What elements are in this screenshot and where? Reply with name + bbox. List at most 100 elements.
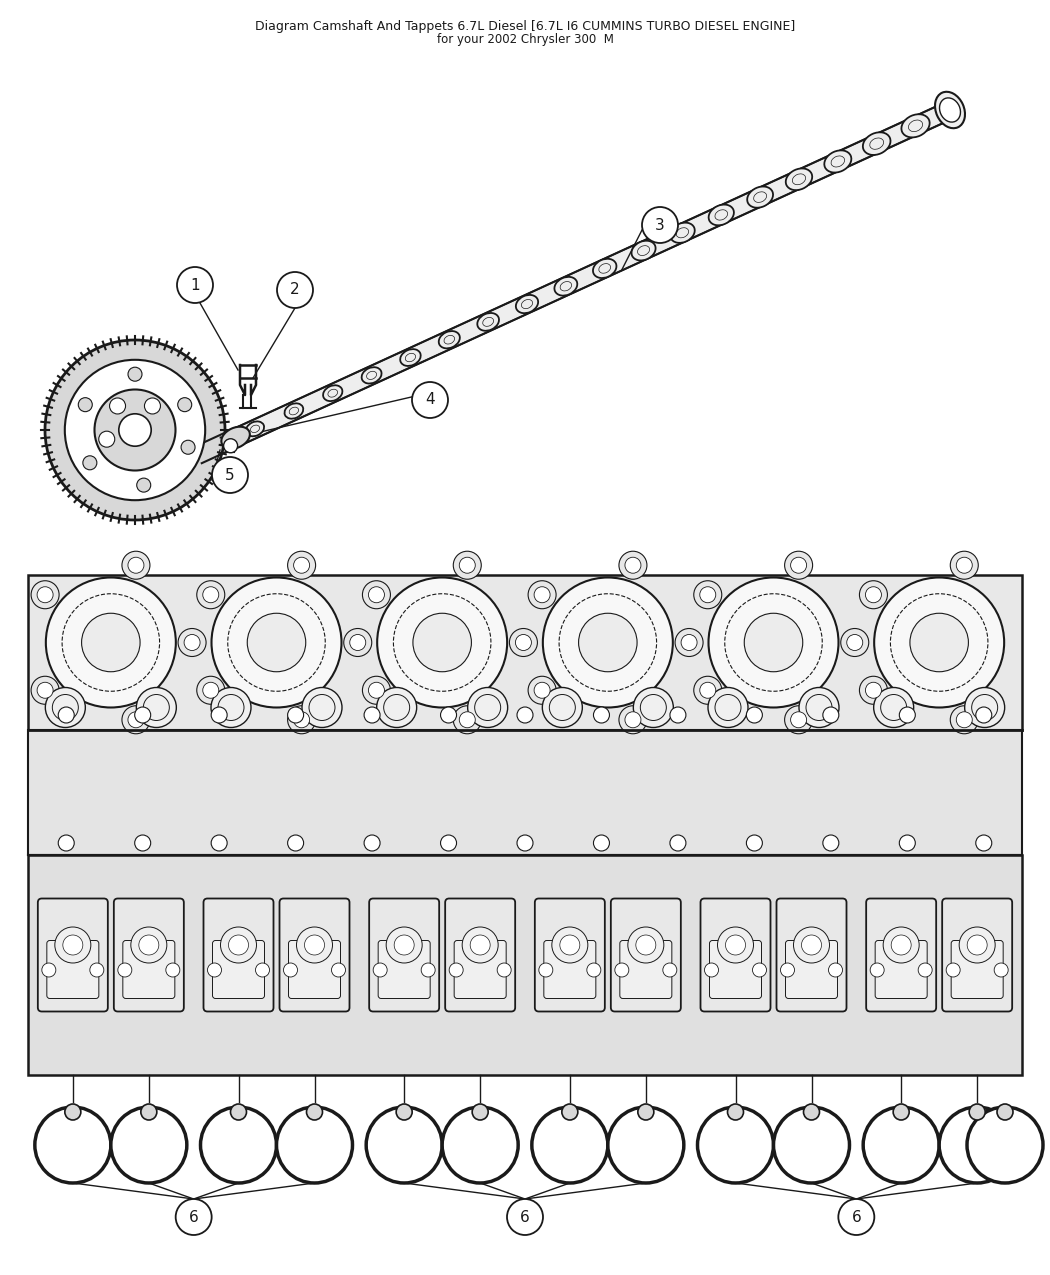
Circle shape xyxy=(532,1107,608,1183)
Circle shape xyxy=(663,963,677,977)
Circle shape xyxy=(255,963,270,977)
Circle shape xyxy=(441,708,457,723)
Circle shape xyxy=(454,551,481,579)
Circle shape xyxy=(65,1104,81,1119)
Text: 6: 6 xyxy=(520,1210,530,1224)
Circle shape xyxy=(516,635,531,650)
Circle shape xyxy=(212,456,248,493)
Circle shape xyxy=(587,963,601,977)
Circle shape xyxy=(366,1107,442,1183)
Circle shape xyxy=(442,1107,518,1183)
Circle shape xyxy=(58,835,75,850)
Text: 6: 6 xyxy=(852,1210,861,1224)
Circle shape xyxy=(203,682,218,699)
Circle shape xyxy=(394,594,491,691)
Circle shape xyxy=(52,695,79,720)
Circle shape xyxy=(128,711,144,728)
Circle shape xyxy=(218,695,244,720)
Circle shape xyxy=(111,1107,187,1183)
Circle shape xyxy=(497,963,511,977)
Circle shape xyxy=(728,1104,743,1119)
Circle shape xyxy=(543,687,583,728)
Circle shape xyxy=(377,687,417,728)
Text: for your 2002 Chrysler 300  M: for your 2002 Chrysler 300 M xyxy=(437,33,613,46)
Circle shape xyxy=(552,927,588,963)
Circle shape xyxy=(534,586,550,603)
Ellipse shape xyxy=(483,317,493,326)
Circle shape xyxy=(637,1104,654,1119)
Ellipse shape xyxy=(328,389,337,397)
Circle shape xyxy=(302,687,342,728)
Circle shape xyxy=(136,478,151,492)
Circle shape xyxy=(332,963,345,977)
Circle shape xyxy=(131,927,167,963)
Circle shape xyxy=(122,551,150,579)
Ellipse shape xyxy=(554,277,578,296)
Circle shape xyxy=(35,1107,111,1183)
Ellipse shape xyxy=(439,332,460,348)
Circle shape xyxy=(994,963,1008,977)
Circle shape xyxy=(560,935,580,955)
Circle shape xyxy=(284,963,297,977)
Circle shape xyxy=(870,963,884,977)
Circle shape xyxy=(350,635,365,650)
Circle shape xyxy=(838,1198,875,1235)
Circle shape xyxy=(122,706,150,734)
FancyBboxPatch shape xyxy=(212,941,265,998)
Circle shape xyxy=(539,963,553,977)
Circle shape xyxy=(910,613,968,672)
Circle shape xyxy=(694,676,721,704)
Circle shape xyxy=(744,613,803,672)
Circle shape xyxy=(642,207,678,244)
Circle shape xyxy=(875,578,1004,708)
Circle shape xyxy=(699,682,716,699)
Circle shape xyxy=(184,635,201,650)
Circle shape xyxy=(559,594,656,691)
Circle shape xyxy=(128,367,142,381)
Circle shape xyxy=(362,676,391,704)
Circle shape xyxy=(747,835,762,850)
Circle shape xyxy=(396,1104,413,1119)
Circle shape xyxy=(860,676,887,704)
Circle shape xyxy=(220,927,256,963)
Circle shape xyxy=(294,557,310,574)
Circle shape xyxy=(717,927,754,963)
Circle shape xyxy=(615,963,629,977)
Ellipse shape xyxy=(670,223,695,242)
Ellipse shape xyxy=(831,156,844,167)
Circle shape xyxy=(134,708,151,723)
Circle shape xyxy=(141,1104,156,1119)
Circle shape xyxy=(412,382,448,418)
Circle shape xyxy=(957,557,972,574)
Circle shape xyxy=(46,578,175,708)
Bar xyxy=(28,731,1022,856)
FancyBboxPatch shape xyxy=(279,899,350,1011)
Circle shape xyxy=(467,687,507,728)
Circle shape xyxy=(899,708,916,723)
Circle shape xyxy=(528,676,556,704)
Circle shape xyxy=(119,414,151,446)
Circle shape xyxy=(462,927,498,963)
Circle shape xyxy=(304,935,324,955)
FancyBboxPatch shape xyxy=(700,899,771,1011)
Circle shape xyxy=(618,551,647,579)
Circle shape xyxy=(705,963,718,977)
Text: 2: 2 xyxy=(290,283,300,297)
Circle shape xyxy=(177,266,213,303)
Circle shape xyxy=(134,835,151,850)
Circle shape xyxy=(277,272,313,309)
Circle shape xyxy=(670,708,686,723)
Circle shape xyxy=(62,594,160,691)
Circle shape xyxy=(83,455,97,469)
Circle shape xyxy=(784,551,813,579)
Ellipse shape xyxy=(366,371,377,380)
Circle shape xyxy=(608,1107,684,1183)
Ellipse shape xyxy=(246,422,265,436)
Circle shape xyxy=(724,594,822,691)
Ellipse shape xyxy=(361,367,381,384)
FancyBboxPatch shape xyxy=(370,899,439,1011)
FancyBboxPatch shape xyxy=(445,899,516,1011)
Ellipse shape xyxy=(676,228,689,238)
Circle shape xyxy=(196,580,225,608)
Circle shape xyxy=(65,360,205,500)
